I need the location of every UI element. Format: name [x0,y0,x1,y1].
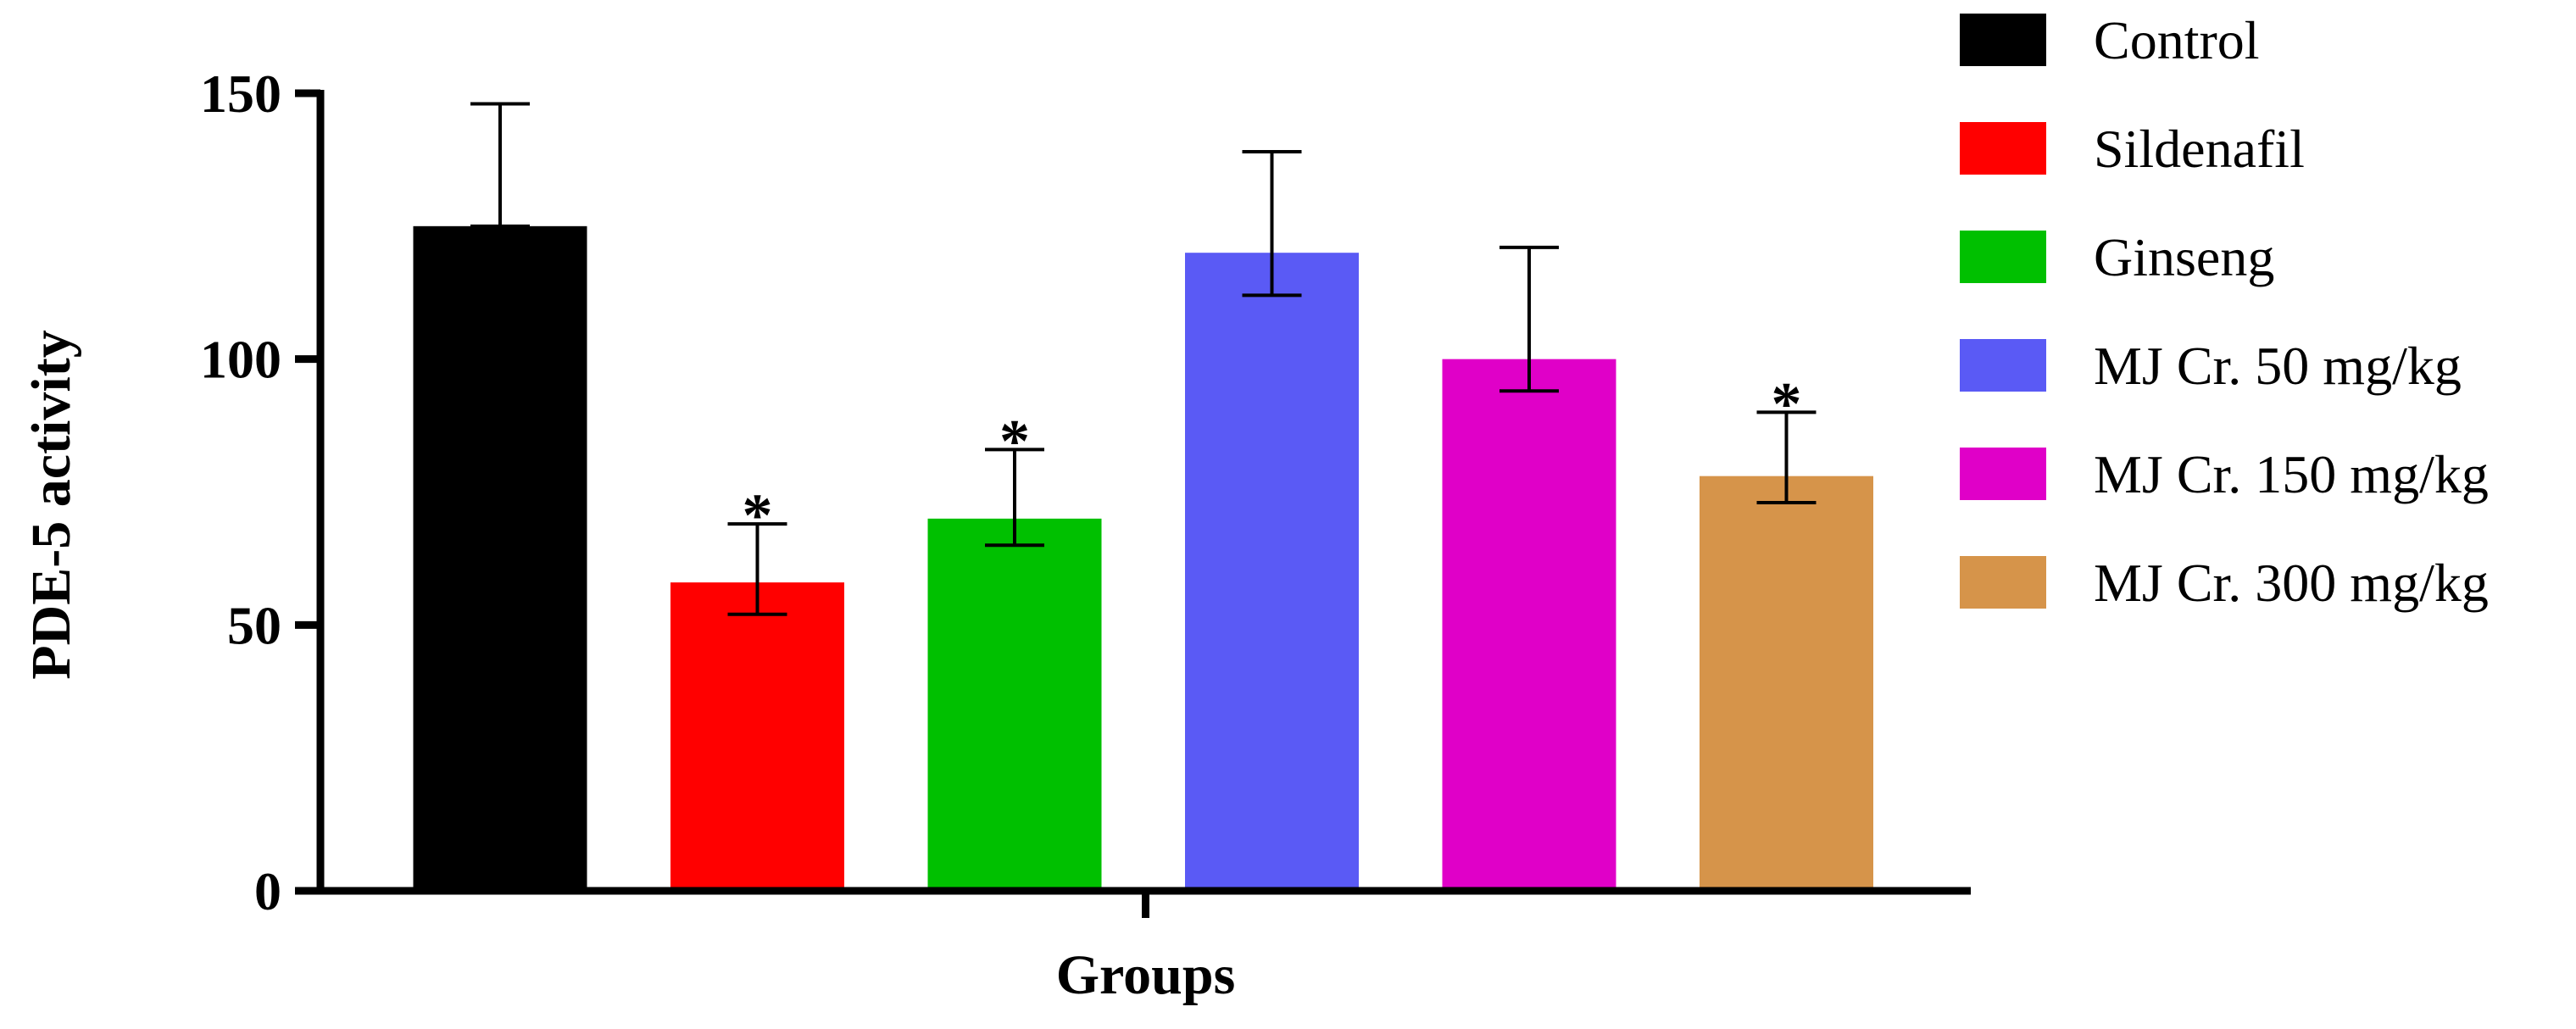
significance-layer: * * * [743,370,1802,549]
legend-item: Ginseng [1960,227,2274,287]
legend-label: MJ Cr. 300 mg/kg [2094,553,2489,613]
x-axis-title: Groups [1056,944,1236,1006]
legend-swatch [1960,231,2046,283]
legend-label: Ginseng [2094,227,2274,287]
y-tick-label: 50 [227,595,281,655]
y-tick-label: 0 [254,861,281,921]
y-tick-label: 150 [200,64,281,124]
error-bar [727,522,787,616]
significance-star: * [999,407,1030,475]
error-bar [1499,245,1559,393]
legend-swatch [1960,14,2046,66]
y-tick-label: 100 [200,330,281,390]
bars-layer [413,225,1873,892]
legend-item: Control [1960,10,2260,70]
legend-label: MJ Cr. 150 mg/kg [2094,444,2489,504]
legend-swatch [1960,556,2046,609]
bar-5 [1442,359,1616,892]
bar-4 [1185,253,1359,891]
error-bar [1242,150,1302,298]
legend-label: Sildenafil [2094,119,2305,179]
error-bars-layer [470,102,1817,616]
error-bar [1756,410,1817,505]
error-bar [470,102,530,228]
legend-item: MJ Cr. 300 mg/kg [1960,553,2489,613]
significance-star: * [743,481,773,549]
legend-item: MJ Cr. 150 mg/kg [1960,444,2489,504]
legend-swatch [1960,339,2046,392]
legend-swatch [1960,448,2046,500]
error-bar [985,448,1044,548]
legend: Control Sildenafil Ginseng MJ Cr. 50 mg/kg M… [1960,10,2489,613]
significance-star: * [1772,370,1802,437]
legend-label: MJ Cr. 50 mg/kg [2094,336,2462,396]
bar-3 [927,518,1102,891]
legend-item: Sildenafil [1960,119,2305,179]
legend-item: MJ Cr. 50 mg/kg [1960,336,2462,396]
bar-2 [670,582,844,891]
legend-label: Control [2094,10,2260,70]
y-axis-title: PDE-5 activity [20,330,82,679]
bar-6 [1700,476,1873,891]
axes-layer [316,90,1971,918]
legend-swatch [1960,122,2046,175]
y-ticks-layer: 0 50 100 150 [200,64,320,921]
bar-1 [413,225,587,891]
